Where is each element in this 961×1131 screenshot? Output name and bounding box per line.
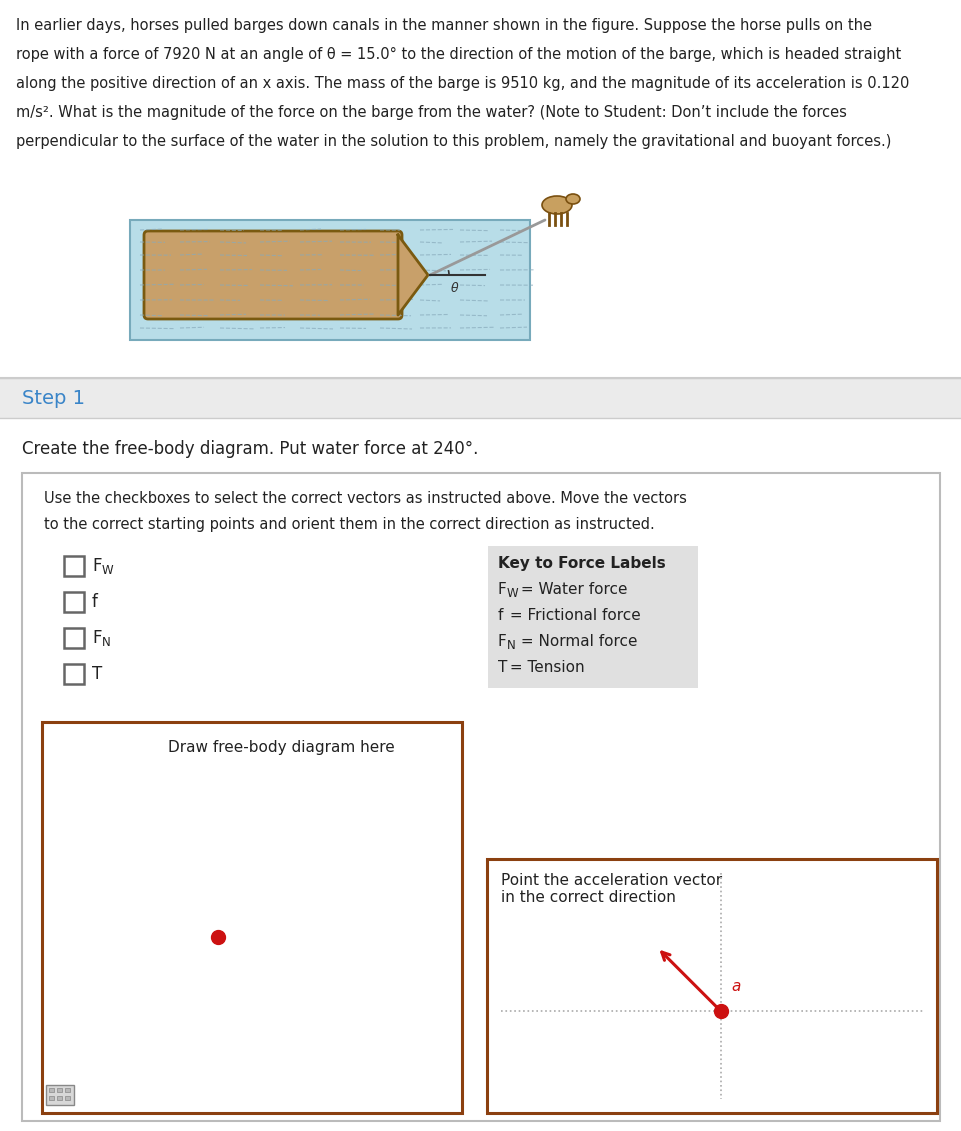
Text: to the correct starting points and orient them in the correct direction as instr: to the correct starting points and orien… <box>44 517 654 532</box>
Bar <box>42 722 461 1113</box>
Text: m/s². What is the magnitude of the force on the barge from the water? (Note to S: m/s². What is the magnitude of the force… <box>16 105 846 120</box>
Text: Key to Force Labels: Key to Force Labels <box>498 556 665 571</box>
Text: N: N <box>506 639 515 651</box>
Text: T: T <box>498 661 506 675</box>
Ellipse shape <box>541 196 572 214</box>
Text: W: W <box>102 564 113 578</box>
Bar <box>65 1096 70 1100</box>
Text: = Tension: = Tension <box>505 661 584 675</box>
Text: = Normal force: = Normal force <box>515 634 637 649</box>
Text: In earlier days, horses pulled barges down canals in the manner shown in the fig: In earlier days, horses pulled barges do… <box>16 18 871 33</box>
Bar <box>0 0 961 378</box>
Bar <box>49 1096 54 1100</box>
Bar <box>46 1085 74 1105</box>
Bar <box>64 664 84 684</box>
Bar <box>57 1096 62 1100</box>
Bar <box>486 858 936 1113</box>
Text: Step 1: Step 1 <box>22 389 85 407</box>
Ellipse shape <box>565 195 579 204</box>
Text: a: a <box>730 978 740 994</box>
Text: F: F <box>498 582 506 597</box>
Text: Point the acceleration vector
in the correct direction: Point the acceleration vector in the cor… <box>501 873 722 905</box>
FancyBboxPatch shape <box>144 231 402 319</box>
Bar <box>487 546 698 688</box>
Text: W: W <box>506 587 518 601</box>
Text: = Frictional force: = Frictional force <box>505 608 640 623</box>
Text: F: F <box>92 629 102 647</box>
Text: F: F <box>498 634 506 649</box>
Text: = Water force: = Water force <box>515 582 627 597</box>
Text: f: f <box>92 593 98 611</box>
Polygon shape <box>398 235 428 316</box>
Text: N: N <box>102 637 111 649</box>
Bar <box>65 1088 70 1093</box>
Bar <box>64 556 84 576</box>
Bar <box>64 592 84 612</box>
Text: f: f <box>498 608 503 623</box>
Bar <box>57 1088 62 1093</box>
Bar <box>130 221 530 340</box>
Bar <box>49 1088 54 1093</box>
Bar <box>64 628 84 648</box>
Text: rope with a force of 7920 N at an angle of θ = 15.0° to the direction of the mot: rope with a force of 7920 N at an angle … <box>16 48 900 62</box>
Bar <box>0 378 961 418</box>
Text: Draw free-body diagram here: Draw free-body diagram here <box>168 740 394 756</box>
Text: perpendicular to the surface of the water in the solution to this problem, namel: perpendicular to the surface of the wate… <box>16 133 891 149</box>
Bar <box>22 473 939 1121</box>
Text: $\theta$: $\theta$ <box>450 280 459 295</box>
Text: along the positive direction of an x axis. The mass of the barge is 9510 kg, and: along the positive direction of an x axi… <box>16 76 908 90</box>
Bar <box>0 418 961 1131</box>
Text: Create the free-body diagram. Put water force at 240°.: Create the free-body diagram. Put water … <box>22 440 478 458</box>
Text: Use the checkboxes to select the correct vectors as instructed above. Move the v: Use the checkboxes to select the correct… <box>44 491 686 506</box>
Text: F: F <box>92 556 102 575</box>
Text: T: T <box>92 665 102 683</box>
